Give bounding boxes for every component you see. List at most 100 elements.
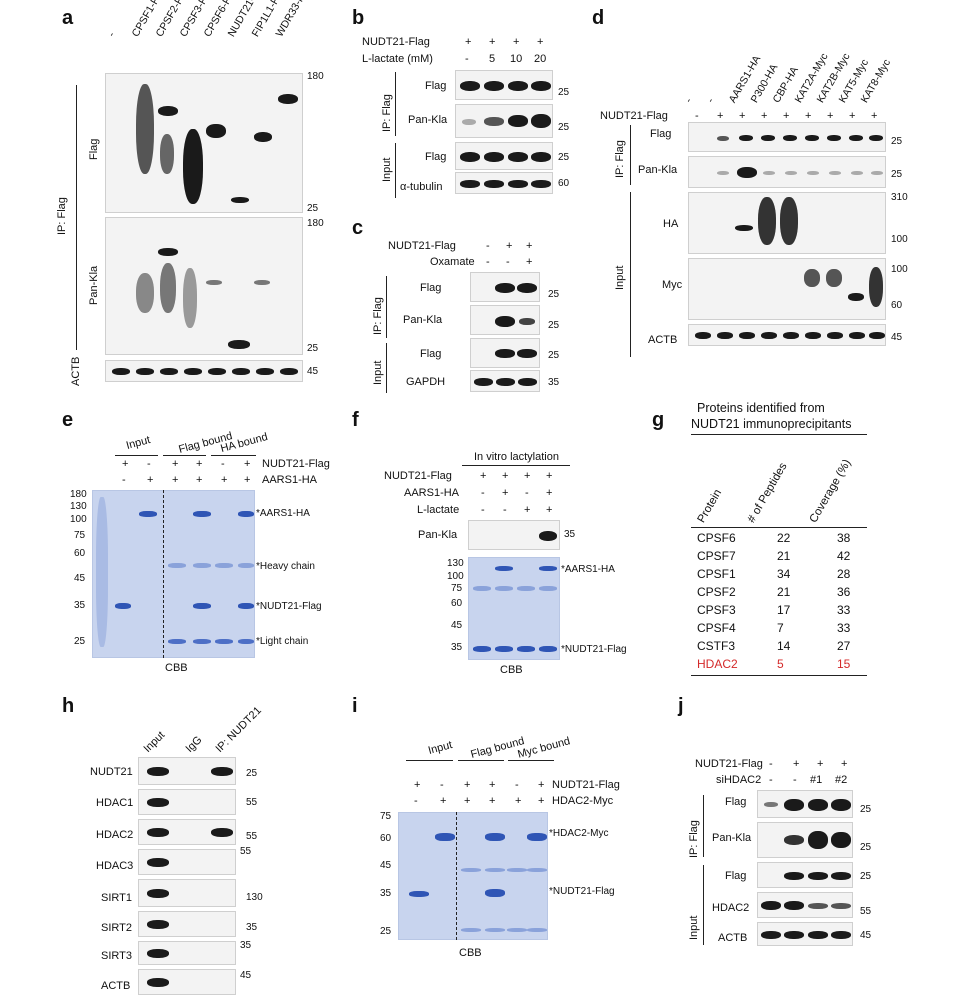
panel-h-label: h: [62, 695, 75, 717]
blot-j-hdac2: [757, 892, 853, 918]
table-cell-protein: HDAC2: [697, 657, 738, 671]
cond-label: siHDAC2: [716, 774, 762, 786]
cond-value: -: [506, 256, 510, 268]
group-bracket: [395, 143, 396, 198]
table-rule: [691, 675, 867, 676]
group-underline: [163, 455, 206, 456]
blot-d-ha: [688, 192, 886, 254]
mw-marker: 130: [447, 558, 464, 569]
band-label: *AARS1-HA: [561, 564, 615, 575]
group-bracket: [630, 125, 631, 185]
group-label-input: Input: [372, 360, 384, 385]
mw-marker: 25: [860, 842, 872, 853]
group-label-ip: IP: Flag: [614, 140, 626, 178]
table-header: Protein: [695, 487, 725, 525]
group-bracket: [630, 192, 631, 357]
mw-marker: 310: [891, 192, 908, 203]
mw-marker: 35: [74, 600, 86, 611]
cond-value: -: [221, 458, 225, 470]
table-cell-coverage: 36: [837, 585, 851, 599]
group-label-ip: IP: Flag: [381, 94, 393, 132]
table-cell-peptides: 17: [777, 603, 791, 617]
lane-label: -: [682, 95, 695, 105]
mw-marker: 35: [240, 940, 252, 951]
table-cell-coverage: 33: [837, 621, 851, 635]
row-label: Flag: [420, 282, 442, 294]
cond-value: -: [465, 53, 469, 65]
table-cell-peptides: 21: [777, 585, 791, 599]
row-label: Flag: [725, 870, 747, 882]
table-row: CPSF1 34 28: [697, 565, 867, 583]
gel-divider: [456, 812, 457, 940]
cond-value: +: [546, 487, 553, 499]
group-label-ip: IP: Flag: [372, 297, 384, 335]
mw-marker: 35: [246, 922, 258, 933]
cond-value: +: [414, 779, 421, 791]
mw-marker: 25: [74, 636, 86, 647]
mw-marker: 25: [558, 87, 570, 98]
mw-marker: 25: [891, 169, 903, 180]
band-label: *Light chain: [256, 636, 309, 647]
gel-e-cbb: [92, 490, 255, 658]
group-bracket: [703, 795, 704, 857]
mw-marker: 25: [891, 136, 903, 147]
blot-h-hdac3: [138, 849, 236, 875]
cond-label: AARS1-HA: [262, 474, 318, 486]
cond-value: +: [538, 795, 545, 807]
mw-marker: 35: [451, 642, 463, 653]
band-label: *NUDT21-Flag: [256, 601, 322, 612]
blot-j-pankla: [757, 822, 853, 858]
cond-value: -: [793, 774, 797, 786]
cond-label: NUDT21-Flag: [552, 779, 620, 791]
mw-marker: 55: [860, 906, 872, 917]
cond-value: +: [502, 470, 509, 482]
table-cell-peptides: 21: [777, 549, 791, 563]
row-label: Pan-Kla: [88, 265, 100, 305]
group-underline: [211, 455, 256, 456]
table-cell-protein: CPSF2: [697, 585, 736, 599]
mw-marker: 45: [307, 366, 319, 377]
table-cell-peptides: 5: [777, 657, 784, 671]
lane-label: -: [704, 95, 717, 105]
panel-a-label: a: [62, 7, 74, 29]
row-label: HA: [663, 218, 679, 230]
table-cell-coverage: 28: [837, 567, 851, 581]
cond-value: +: [524, 470, 531, 482]
stain-label: CBB: [165, 662, 188, 674]
table-rule: [691, 527, 867, 528]
cond-value: +: [524, 504, 531, 516]
table-row: CPSF4 7 33: [697, 619, 867, 637]
mw-marker: 25: [860, 871, 872, 882]
row-label: Pan-Kla: [638, 164, 678, 176]
blot-h-hdac2: [138, 819, 236, 845]
blot-d-actb: [688, 324, 886, 346]
blot-j-actb: [757, 922, 853, 946]
blot-b-flag: [455, 70, 553, 100]
cond-label: Oxamate: [430, 256, 475, 268]
table-cell-coverage: 33: [837, 603, 851, 617]
cond-value: +: [717, 110, 724, 122]
lactylation-header: In vitro lactylation: [474, 451, 559, 463]
group-underline: [508, 760, 554, 761]
row-label: Pan-Kla: [403, 314, 443, 326]
mw-marker: 35: [548, 377, 560, 388]
panel-d-label: d: [592, 7, 605, 29]
blot-d-myc: [688, 258, 886, 320]
group-bracket: [386, 276, 387, 338]
cond-value: +: [849, 110, 856, 122]
mw-marker: 25: [307, 203, 319, 214]
row-label: Flag: [88, 138, 100, 160]
cond-value: +: [827, 110, 834, 122]
cond-value: #2: [835, 774, 848, 786]
cond-value: +: [221, 474, 228, 486]
header-underline: [462, 465, 570, 466]
lane-label: IgG: [183, 733, 205, 755]
panel-i-label: i: [352, 695, 358, 717]
cond-value: +: [761, 110, 768, 122]
mw-marker: 45: [860, 930, 872, 941]
blot-c-flag: [470, 272, 540, 302]
table-cell-peptides: 7: [777, 621, 784, 635]
band-label: *Heavy chain: [256, 561, 315, 572]
mw-marker: 180: [70, 489, 87, 500]
blot-d-pankla: [688, 156, 886, 188]
